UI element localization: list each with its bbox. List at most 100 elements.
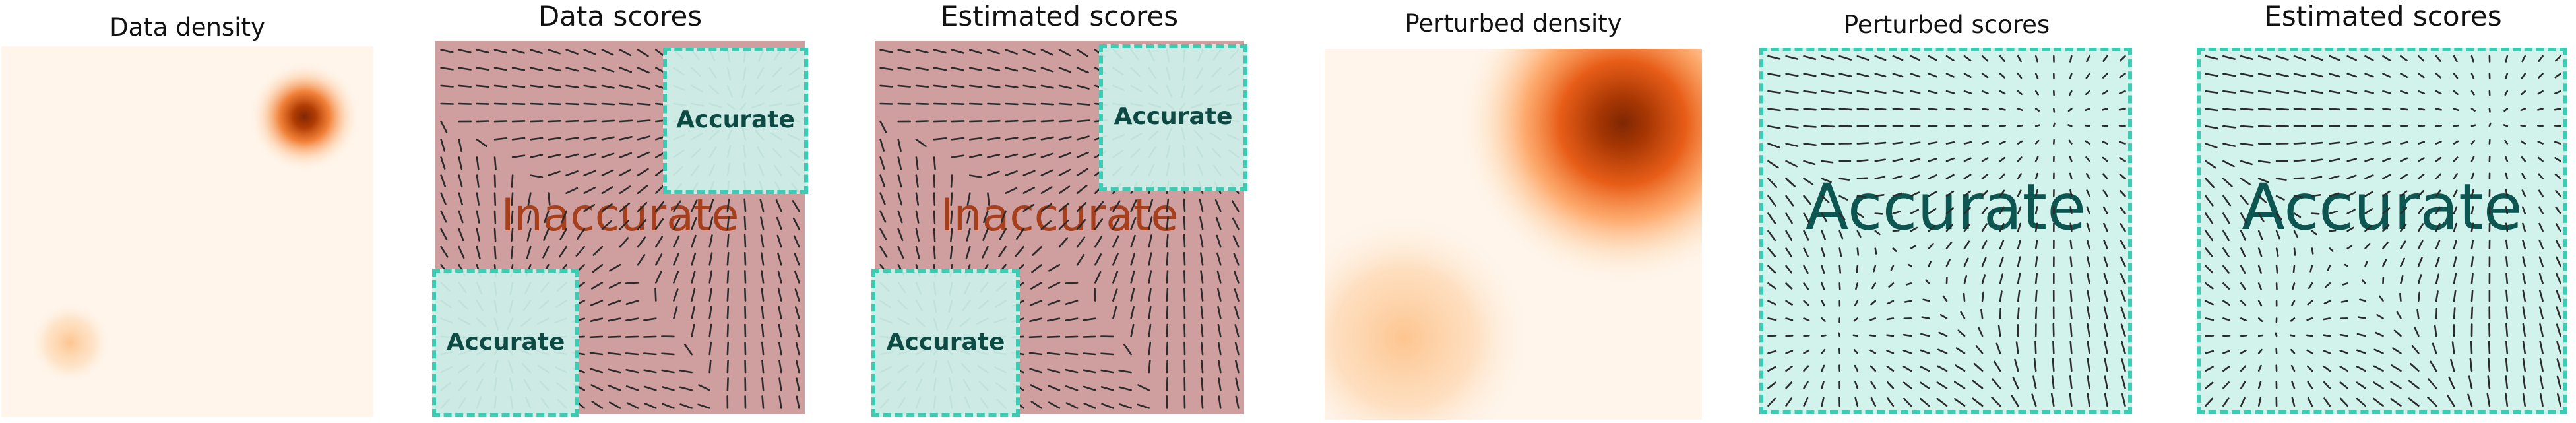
- score-arrow: [661, 369, 675, 374]
- score-arrow: [2069, 156, 2073, 162]
- score-arrow: [1910, 191, 1920, 197]
- score-arrow: [793, 235, 800, 248]
- score-arrow: [2435, 55, 2441, 62]
- score-arrow: [2428, 378, 2437, 389]
- score-arrow: [2486, 393, 2491, 407]
- score-arrow: [601, 49, 614, 56]
- score-arrow: [577, 228, 585, 240]
- score-arrow: [2086, 206, 2090, 214]
- score-arrow: [2275, 73, 2289, 78]
- score-arrow: [2222, 90, 2236, 94]
- density-heatmap: [1325, 49, 1702, 420]
- score-arrow: [2469, 358, 2473, 372]
- score-arrow: [2538, 206, 2544, 214]
- score-arrow: [1910, 226, 1918, 232]
- score-arrow: [2222, 247, 2230, 258]
- score-arrow: [679, 386, 693, 391]
- score-arrow: [795, 360, 800, 374]
- score-arrow: [2453, 273, 2457, 284]
- score-arrow: [637, 135, 650, 141]
- score-arrow: [2069, 90, 2073, 96]
- score-arrow: [2382, 108, 2391, 111]
- score-arrow: [2050, 393, 2055, 407]
- accurate-label: Accurate: [676, 106, 795, 133]
- score-arrow: [761, 270, 765, 284]
- score-arrow: [1148, 252, 1152, 266]
- score-arrow: [1040, 203, 1052, 212]
- score-arrow: [673, 253, 679, 266]
- score-arrow: [2373, 348, 2384, 354]
- score-arrow: [2346, 191, 2356, 197]
- score-arrow: [2329, 175, 2340, 179]
- score-arrow: [879, 49, 893, 53]
- score-arrow: [1904, 300, 1912, 303]
- score-arrow: [2311, 194, 2321, 197]
- score-arrow: [1058, 136, 1072, 141]
- score-arrow: [2364, 191, 2374, 197]
- score-arrow: [2409, 362, 2420, 372]
- score-arrow: [2505, 358, 2509, 372]
- score-arrow: [2257, 247, 2263, 257]
- score-arrow: [1031, 263, 1043, 273]
- score-arrow: [698, 384, 711, 391]
- score-arrow: [1058, 152, 1072, 158]
- score-arrow: [2400, 190, 2408, 197]
- score-arrow: [608, 368, 621, 374]
- score-arrow: [1803, 108, 1817, 111]
- score-arrow: [2400, 174, 2408, 179]
- density-plot: [1325, 49, 1702, 420]
- score-arrow: [654, 218, 664, 230]
- score-arrow: [1076, 102, 1090, 106]
- score-arrow: [708, 306, 712, 320]
- score-arrow: [1957, 329, 1966, 337]
- score-arrow: [440, 139, 446, 152]
- score-arrow: [1785, 350, 1794, 354]
- score-arrow: [1785, 195, 1794, 207]
- score-arrow: [2034, 73, 2039, 79]
- score-arrow: [2052, 341, 2055, 354]
- score-arrow: [761, 395, 765, 409]
- score-arrow: [1838, 108, 1852, 111]
- score-arrow: [795, 342, 800, 356]
- score-arrow: [2453, 55, 2458, 63]
- score-arrow: [2470, 124, 2476, 127]
- score-arrow: [2257, 212, 2265, 222]
- score-arrow: [530, 49, 543, 55]
- score-arrow: [2435, 273, 2440, 284]
- score-arrow: [1854, 397, 1859, 407]
- score-arrow: [1803, 90, 1817, 94]
- score-arrow: [950, 228, 953, 242]
- score-arrow: [2311, 230, 2317, 236]
- score-arrow: [1201, 359, 1204, 374]
- score-arrow: [2453, 206, 2458, 214]
- score-arrow: [2470, 139, 2476, 145]
- score-arrow: [1767, 247, 1776, 257]
- score-arrow: [2120, 206, 2126, 214]
- score-arrow: [1183, 323, 1186, 338]
- score-arrow: [1907, 263, 1912, 267]
- score-arrow: [2102, 156, 2108, 162]
- score-arrow: [2379, 295, 2384, 302]
- score-arrow: [2505, 172, 2509, 179]
- score-arrow: [637, 219, 647, 230]
- score-arrow: [592, 245, 604, 256]
- score-arrow: [1048, 282, 1061, 289]
- score-arrow: [1785, 366, 1793, 372]
- score-arrow: [969, 154, 983, 158]
- score-arrow: [2538, 173, 2544, 179]
- score-arrow: [2275, 108, 2290, 111]
- score-arrow: [691, 199, 698, 212]
- score-arrow: [2520, 108, 2527, 112]
- score-arrow: [2051, 375, 2055, 389]
- score-arrow: [1821, 178, 1832, 183]
- score-arrow: [2339, 366, 2348, 372]
- score-arrow: [933, 120, 947, 123]
- score-arrow: [915, 192, 920, 206]
- score-arrow: [583, 84, 597, 89]
- score-arrow: [619, 84, 633, 90]
- score-arrow: [2376, 313, 2384, 319]
- score-arrow: [726, 198, 730, 212]
- score-arrow: [2417, 55, 2425, 62]
- score-arrow: [1148, 341, 1152, 356]
- score-arrow: [2086, 55, 2090, 63]
